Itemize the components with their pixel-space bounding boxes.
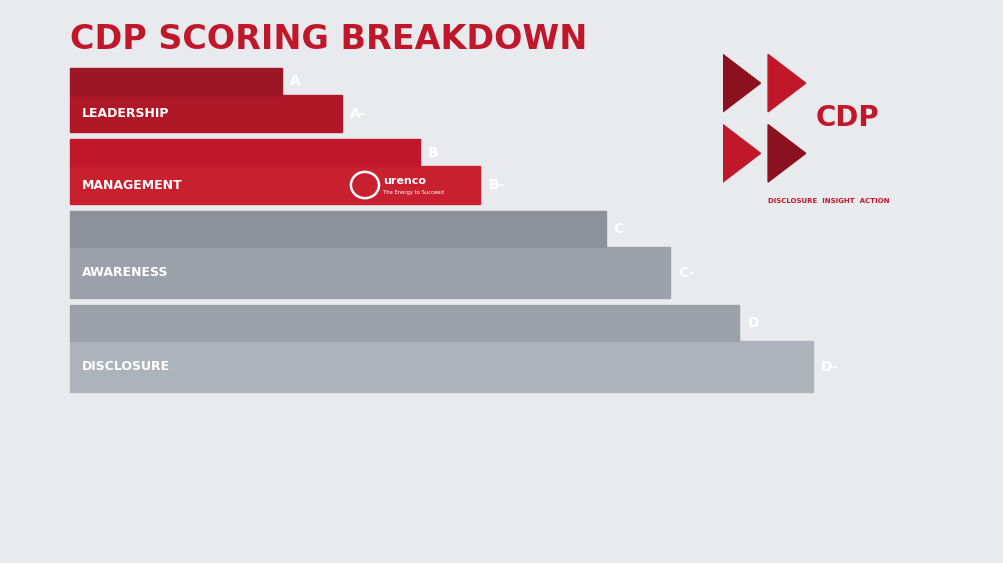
Text: A-: A-: [350, 106, 366, 120]
Text: D-: D-: [820, 360, 838, 373]
Text: DISCLOSURE  INSIGHT  ACTION: DISCLOSURE INSIGHT ACTION: [767, 198, 889, 204]
Text: CDP: CDP: [814, 104, 879, 132]
Text: D: D: [747, 316, 758, 330]
Polygon shape: [722, 55, 760, 112]
Text: CDP SCORING BREAKDOWN: CDP SCORING BREAKDOWN: [70, 23, 587, 56]
Text: C: C: [613, 222, 623, 236]
Text: DISCLOSURE: DISCLOSURE: [82, 360, 171, 373]
Polygon shape: [767, 124, 805, 182]
Text: C-: C-: [678, 266, 694, 279]
Polygon shape: [767, 55, 805, 112]
Polygon shape: [722, 124, 760, 182]
Text: The Energy to Succeed: The Energy to Succeed: [383, 190, 443, 195]
Text: A: A: [290, 74, 300, 88]
Text: urenco: urenco: [383, 176, 425, 186]
Text: LEADERSHIP: LEADERSHIP: [82, 107, 170, 120]
Text: B-: B-: [488, 178, 505, 192]
Text: MANAGEMENT: MANAGEMENT: [82, 178, 183, 191]
Text: B: B: [427, 146, 438, 160]
Text: AWARENESS: AWARENESS: [82, 266, 169, 279]
